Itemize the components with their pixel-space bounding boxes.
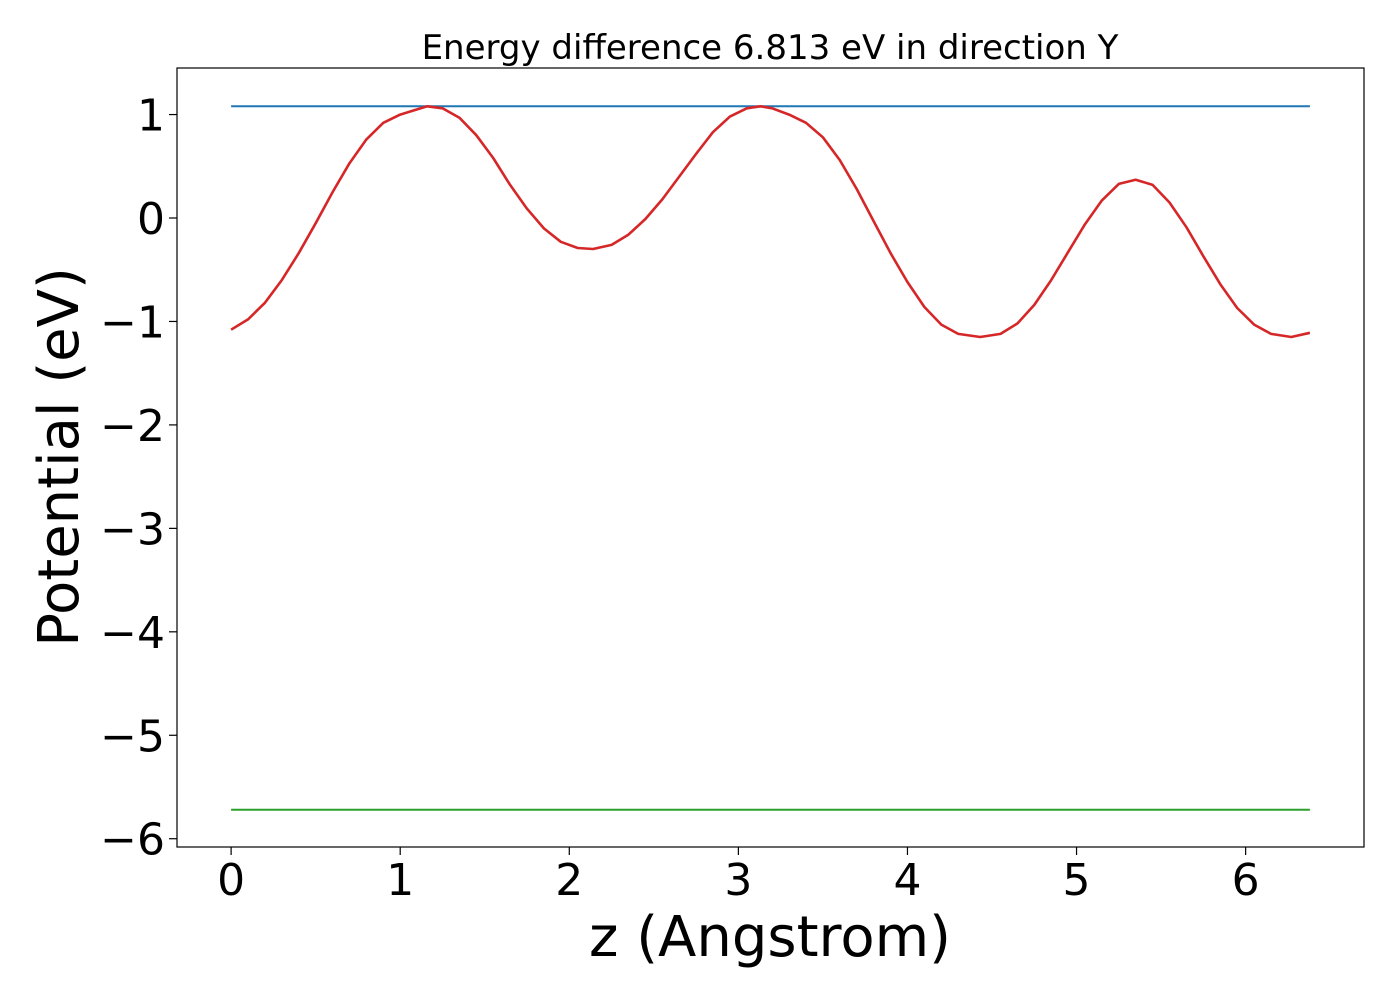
y-tick-label: −2 [100, 401, 165, 452]
x-tick-label: 3 [724, 855, 752, 906]
plot-area [230, 105, 1311, 811]
y-tick-label: −1 [100, 297, 165, 348]
axes-frame [176, 67, 1365, 848]
x-tick-label: 6 [1232, 855, 1260, 906]
x-axis-ticks: 0 1 2 3 4 5 6 [217, 847, 1260, 906]
y-tick-label: 1 [137, 91, 165, 142]
y-tick-label: −6 [100, 815, 165, 866]
x-tick-label: 4 [893, 855, 921, 906]
y-tick-label: −3 [100, 504, 165, 555]
chart-title: Energy difference 6.813 eV in direction … [422, 28, 1119, 68]
y-tick-label: −5 [100, 711, 165, 762]
series-line-1 [230, 105, 1311, 339]
x-axis-label: z (Angstrom) [589, 905, 951, 970]
y-axis-ticks: 1 0 −1 −2 −3 −4 −5 −6 [100, 91, 177, 866]
y-axis-label: Potential (eV) [27, 267, 92, 647]
x-tick-label: 2 [555, 855, 583, 906]
x-tick-label: 1 [386, 855, 414, 906]
y-tick-label: 0 [137, 194, 165, 245]
y-tick-label: −4 [100, 608, 165, 659]
x-tick-label: 5 [1063, 855, 1091, 906]
x-tick-label: 0 [217, 855, 245, 906]
